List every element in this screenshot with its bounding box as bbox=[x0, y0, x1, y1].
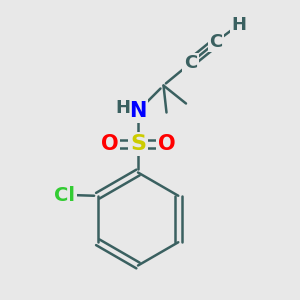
Text: C: C bbox=[209, 33, 223, 51]
Text: C: C bbox=[184, 54, 197, 72]
Text: O: O bbox=[158, 134, 175, 154]
Text: S: S bbox=[130, 134, 146, 154]
Text: N: N bbox=[129, 101, 147, 121]
Text: H: H bbox=[115, 99, 130, 117]
Text: H: H bbox=[232, 16, 247, 34]
Text: Cl: Cl bbox=[54, 186, 75, 205]
Text: O: O bbox=[101, 134, 118, 154]
